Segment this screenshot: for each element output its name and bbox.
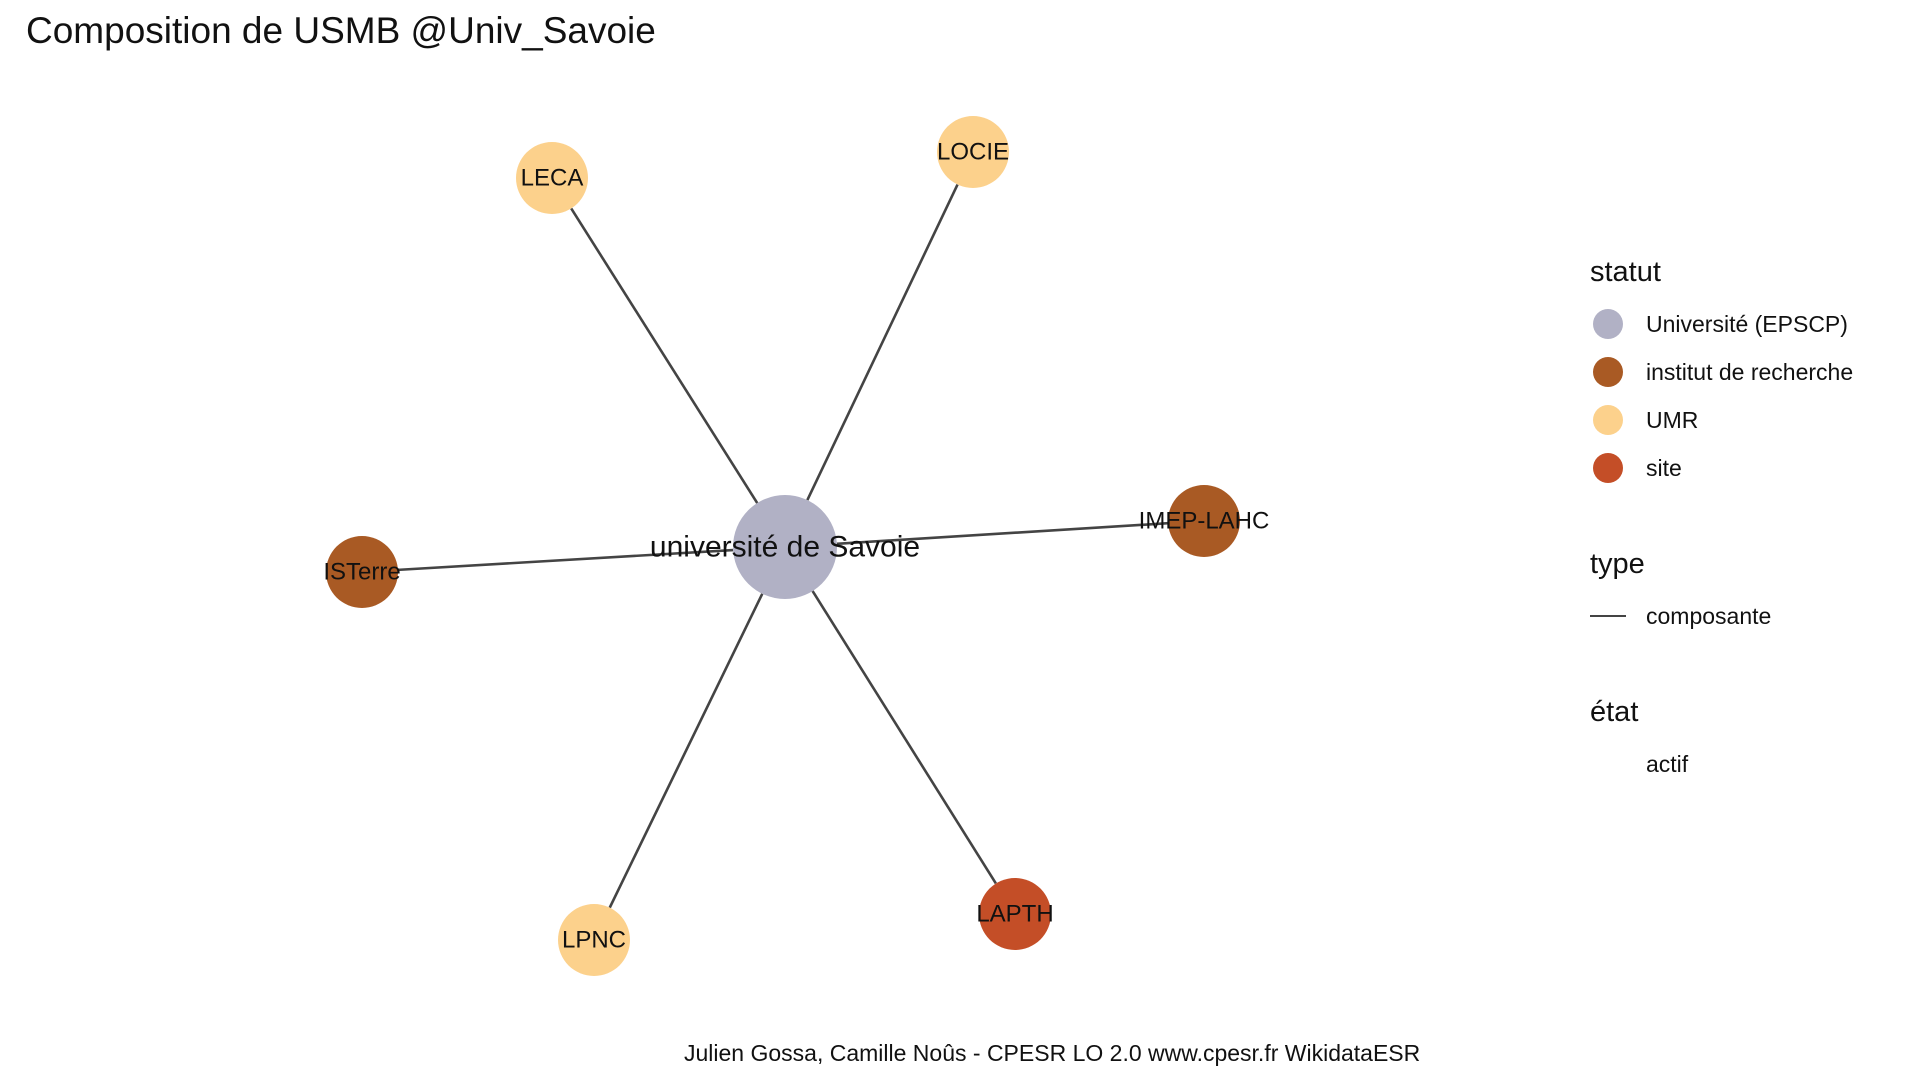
legend-dot-site	[1593, 453, 1623, 483]
legend-type: type composante	[1590, 546, 1910, 640]
node-leca	[516, 142, 588, 214]
caption: Julien Gossa, Camille Noûs - CPESR LO 2.…	[684, 1040, 1421, 1066]
legend-item-site: site	[1590, 444, 1910, 492]
legend-label-actif: actif	[1646, 750, 1689, 777]
legend-etat: état actif	[1590, 694, 1910, 788]
edge-usmb-leca	[570, 207, 759, 504]
edge-usmb-locie	[806, 183, 959, 501]
legend-etat-title: état	[1590, 696, 1639, 728]
legend-statut: statut Université (EPSCP) institut de re…	[1590, 254, 1910, 492]
legend-label-site: site	[1646, 454, 1682, 481]
legend-item-universite: Université (EPSCP)	[1590, 300, 1910, 348]
legend-label-umr: UMR	[1646, 406, 1699, 433]
legend-item-actif: actif	[1590, 740, 1910, 788]
legend-line-composante	[1590, 615, 1626, 617]
node-lapth	[979, 878, 1051, 950]
edge-usmb-lpnc	[608, 593, 764, 909]
legend-dot-umr	[1593, 405, 1623, 435]
legend-dot-universite	[1593, 309, 1623, 339]
legend-label-institut: institut de recherche	[1646, 358, 1854, 385]
node-imep	[1168, 485, 1240, 557]
legend: statut Université (EPSCP) institut de re…	[1590, 254, 1910, 788]
legend-item-institut: institut de recherche	[1590, 348, 1910, 396]
node-label-usmb: université de Savoie	[650, 531, 920, 564]
legend-label-universite: Université (EPSCP)	[1646, 310, 1848, 337]
legend-item-composante: composante	[1590, 592, 1910, 640]
legend-label-composante: composante	[1646, 602, 1772, 629]
legend-dot-institut	[1593, 357, 1623, 387]
node-label-lapth: LAPTH	[976, 901, 1053, 928]
legend-item-umr: UMR	[1590, 396, 1910, 444]
edge-usmb-isterre	[397, 548, 734, 572]
edge-usmb-lapth	[811, 590, 997, 885]
node-lpnc	[558, 904, 630, 976]
node-isterre	[326, 536, 398, 608]
node-label-lpnc: LPNC	[562, 927, 626, 954]
legend-statut-title: statut	[1590, 256, 1661, 288]
node-label-imep: IMEP-LAHC	[1139, 508, 1270, 535]
chart-title: Composition de USMB @Univ_Savoie	[26, 10, 656, 51]
node-label-locie: LOCIE	[937, 139, 1009, 166]
edge-usmb-imep	[836, 521, 1169, 546]
node-locie	[937, 116, 1009, 188]
node-usmb	[733, 495, 837, 599]
node-label-leca: LECA	[521, 165, 584, 192]
node-label-isterre: ISTerre	[323, 559, 400, 586]
legend-type-title: type	[1590, 548, 1645, 580]
